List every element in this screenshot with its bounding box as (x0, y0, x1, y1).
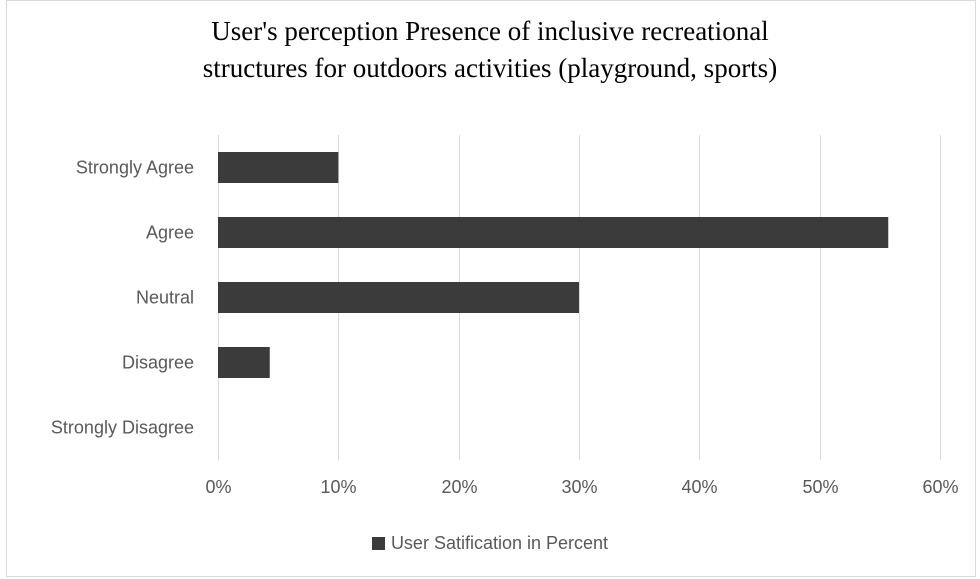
x-tick-label: 60% (922, 477, 958, 497)
bar (218, 217, 889, 248)
legend-swatch (371, 537, 385, 550)
bar (218, 282, 579, 313)
x-tick-label: 50% (802, 477, 838, 497)
bar (218, 152, 339, 183)
x-tick-label: 10% (320, 477, 356, 497)
chart-title-line-1: User's perception Presence of inclusive … (211, 16, 769, 46)
bar (218, 347, 270, 378)
y-category-label: Strongly Disagree (51, 418, 194, 438)
y-category-label: Agree (146, 223, 194, 243)
x-tick-label: 40% (681, 477, 717, 497)
x-tick-label: 30% (561, 477, 597, 497)
legend-label: User Satification in Percent (390, 533, 609, 553)
chart-legend: User Satification in Percent (0, 533, 980, 554)
chart-title-line-2: structures for outdoors activities (play… (202, 53, 778, 83)
y-category-label: Disagree (122, 353, 194, 373)
x-tick-label: 0% (205, 477, 231, 497)
chart-title: User's perception Presence of inclusive … (0, 13, 980, 87)
y-category-label: Strongly Agree (76, 158, 194, 178)
x-tick-label: 20% (441, 477, 477, 497)
y-category-label: Neutral (136, 288, 194, 308)
